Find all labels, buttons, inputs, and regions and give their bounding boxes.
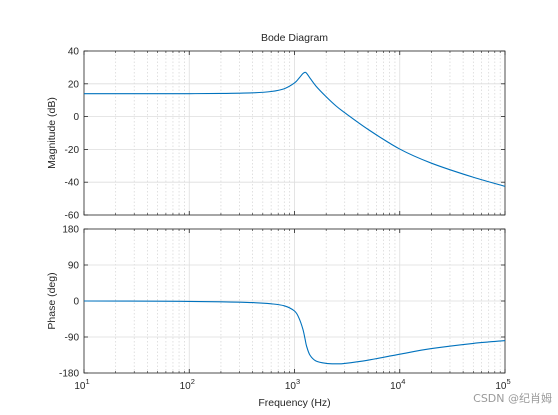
y-tick-label: -20 xyxy=(65,145,80,156)
y-tick-label: -60 xyxy=(65,211,80,222)
x-tick-label: 101 xyxy=(74,377,89,392)
y-tick-label: -40 xyxy=(65,178,80,189)
y-axis-label: Magnitude (dB) xyxy=(46,97,58,169)
magnitude-panel: 40 20 0 -20 -40 -60 Magnitude (dB) Bode Diagram xyxy=(46,32,506,222)
x-tick-label: 102 xyxy=(180,377,195,392)
y-tick-label: 90 xyxy=(68,261,80,272)
x-tick-label: 104 xyxy=(390,377,405,392)
y-tick-label: 0 xyxy=(73,297,79,308)
y-tick-label: 20 xyxy=(68,79,80,90)
x-tick-label: 103 xyxy=(285,377,300,392)
magnitude-series-line xyxy=(84,71,506,187)
phase-series-line xyxy=(83,300,506,365)
x-axis-label: Frequency (Hz) xyxy=(258,397,330,409)
y-tick-label: 0 xyxy=(73,112,79,123)
y-axis-label: Phase (deg) xyxy=(46,272,58,329)
y-tick-label: 40 xyxy=(68,47,80,58)
y-tick-label: -180 xyxy=(59,369,79,380)
y-tick-label: -90 xyxy=(65,333,80,344)
chart-title: Bode Diagram xyxy=(261,32,328,44)
watermark: CSDN @纪肖姆 xyxy=(473,391,552,405)
x-tick-label: 105 xyxy=(495,377,510,392)
y-tick-label: 180 xyxy=(62,225,79,236)
